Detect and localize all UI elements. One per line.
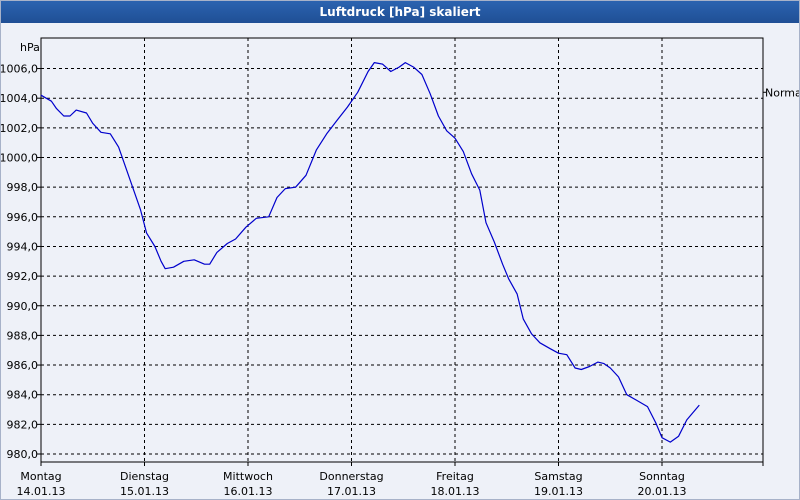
- y-axis-ticks: 980,0 982,0 984,0 986,0 988,0 990,0 992,0 994,0…: [1, 63, 41, 461]
- y-tick-label: 996,0: [7, 211, 39, 224]
- window-title: Luftdruck [hPa] skaliert: [1, 1, 799, 23]
- x-tick-day: Mittwoch: [223, 470, 273, 483]
- reference-line-group: Normal: [763, 86, 799, 99]
- x-tick-day: Freitag: [436, 470, 474, 483]
- y-tick-label: 990,0: [7, 300, 39, 313]
- x-tick-day: Sonntag: [639, 470, 685, 483]
- x-tick-date: 20.01.13: [638, 485, 687, 498]
- x-tick-day: Dienstag: [120, 470, 169, 483]
- x-tick-date: 19.01.13: [534, 485, 583, 498]
- y-tick-label: 984,0: [7, 389, 39, 402]
- x-tick-date: 16.01.13: [224, 485, 273, 498]
- y-tick-label: 1004,0: [1, 92, 38, 105]
- x-tick-date: 17.01.13: [327, 485, 376, 498]
- y-tick-label: 994,0: [7, 240, 39, 253]
- x-tick-day: Montag: [20, 470, 61, 483]
- y-tick-label: 988,0: [7, 329, 39, 342]
- y-unit-label: hPa: [20, 41, 40, 54]
- x-tick-date: 18.01.13: [431, 485, 480, 498]
- x-tick-day: Donnerstag: [319, 470, 383, 483]
- y-tick-label: 1002,0: [1, 122, 38, 135]
- y-tick-label: 986,0: [7, 359, 39, 372]
- data-series: [40, 61, 700, 443]
- grid-lines: [41, 38, 763, 462]
- y-tick-label: 998,0: [7, 181, 39, 194]
- plot-frame: [40, 37, 764, 463]
- y-tick-label: 1006,0: [1, 63, 38, 76]
- x-tick-day: Samstag: [534, 470, 582, 483]
- x-axis-ticks: Montag 14.01.13 Dienstag 15.01.13 Mittwoch 16…: [17, 462, 764, 498]
- y-tick-label: 980,0: [7, 448, 39, 461]
- pressure-line: [40, 61, 700, 443]
- x-tick-date: 15.01.13: [120, 485, 169, 498]
- reference-label: Normal: [765, 86, 799, 99]
- y-tick-label: 1000,0: [1, 152, 38, 165]
- x-tick-date: 14.01.13: [17, 485, 66, 498]
- y-tick-label: 982,0: [7, 418, 39, 431]
- y-tick-label: 992,0: [7, 270, 39, 283]
